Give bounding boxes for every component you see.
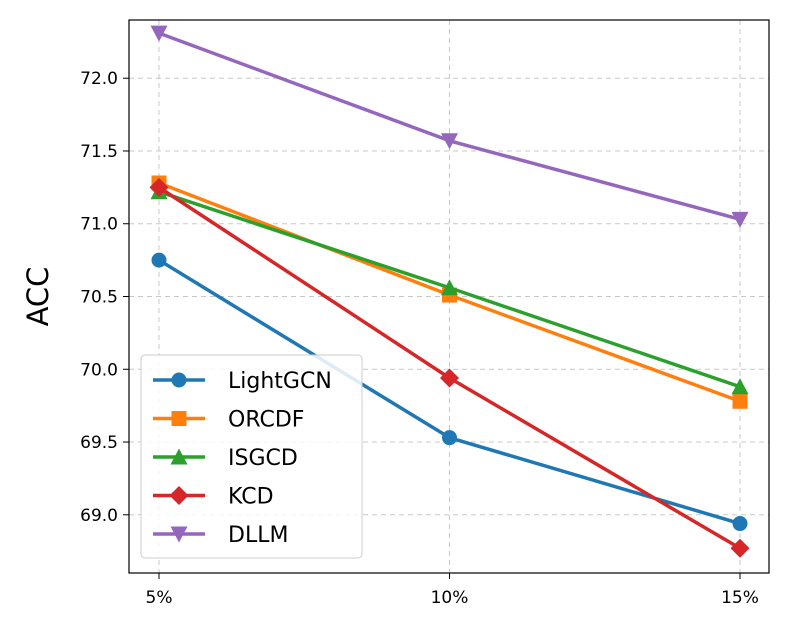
y-tick-label: 69.0 bbox=[80, 506, 118, 526]
series-kcd bbox=[149, 177, 750, 558]
y-tick-label: 70.5 bbox=[80, 288, 118, 308]
data-point-marker bbox=[440, 368, 459, 388]
axis-ticks: 5% 10% 15% 69.0 69.5 70.0 70.5 71.0 71.5 72.0 bbox=[80, 69, 759, 608]
y-tick-label: 71.5 bbox=[80, 142, 118, 162]
y-tick-label: 71.0 bbox=[80, 215, 118, 235]
legend-label: ISGCD bbox=[228, 446, 298, 471]
data-point-marker bbox=[150, 25, 168, 42]
y-axis-label: ACC bbox=[21, 267, 55, 327]
data-point-marker bbox=[732, 516, 748, 532]
data-point-marker bbox=[730, 538, 750, 558]
legend-label: DLLM bbox=[228, 523, 288, 548]
legend: LightGCN ORCDF ISGCD KCD DLLM bbox=[140, 354, 363, 559]
series-layer bbox=[149, 25, 750, 558]
x-tick-label: 15% bbox=[721, 588, 759, 608]
legend-label: KCD bbox=[228, 485, 274, 510]
legend-label: ORCDF bbox=[228, 408, 304, 433]
data-point-marker bbox=[731, 211, 749, 228]
y-tick-label: 72.0 bbox=[80, 69, 118, 89]
data-point-marker bbox=[731, 378, 749, 395]
x-tick-label: 5% bbox=[146, 588, 173, 608]
data-point-marker bbox=[732, 393, 748, 409]
data-point-marker bbox=[151, 252, 167, 268]
y-tick-label: 69.5 bbox=[80, 433, 118, 453]
legend-marker bbox=[170, 526, 188, 543]
legend-box bbox=[140, 354, 363, 559]
data-point-marker bbox=[441, 279, 458, 296]
x-tick-label: 10% bbox=[431, 588, 469, 608]
series-isgcd bbox=[150, 183, 749, 395]
data-point-marker bbox=[149, 177, 169, 197]
data-point-marker bbox=[442, 430, 457, 446]
legend-marker bbox=[170, 448, 188, 465]
series-dllm bbox=[150, 25, 749, 228]
legend-marker bbox=[171, 372, 187, 388]
series-lightgcn bbox=[151, 252, 748, 532]
legend-marker bbox=[169, 486, 189, 505]
y-tick-label: 70.0 bbox=[80, 360, 118, 380]
legend-label: LightGCN bbox=[228, 369, 332, 394]
legend-marker bbox=[171, 411, 187, 426]
data-point-marker bbox=[441, 133, 458, 150]
